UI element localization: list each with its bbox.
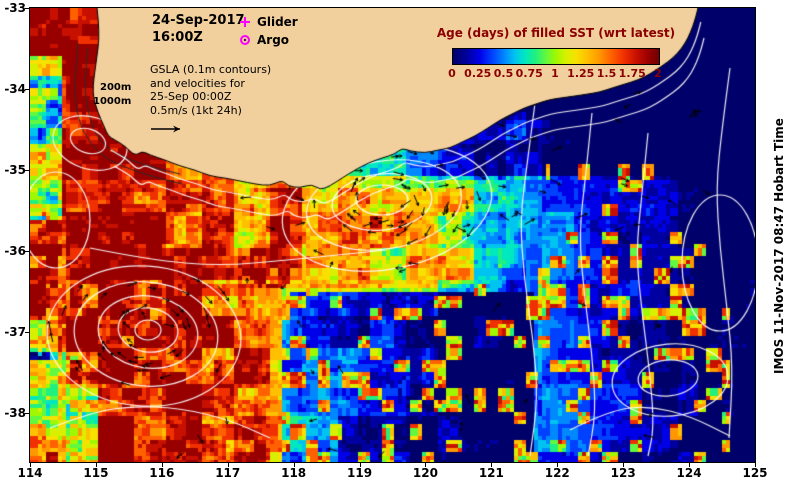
- legend-glider-label: Glider: [257, 15, 298, 29]
- colorbar-tick-label: 0: [448, 67, 456, 80]
- colorbar-tick-label: 0.25: [464, 67, 492, 80]
- colorbar-tick-label: 1.5: [596, 67, 617, 80]
- y-axis-tick-mark: [25, 8, 30, 9]
- x-axis-tick-mark: [95, 462, 97, 467]
- x-axis-tick-label: 115: [83, 466, 109, 480]
- map-date: 24-Sep-2017: [152, 13, 245, 28]
- x-axis-tick-mark: [359, 462, 361, 467]
- x-axis-tick-label: 119: [347, 466, 373, 480]
- x-axis-tick-mark: [293, 462, 295, 467]
- gsla-line4: 0.5m/s (1kt 24h): [150, 103, 242, 117]
- x-axis-tick-mark: [491, 462, 493, 467]
- colorbar-gradient: [452, 48, 660, 65]
- y-axis-tick-label: -33: [4, 1, 26, 15]
- colorbar-title: Age (days) of filled SST (wrt latest): [436, 26, 676, 40]
- x-axis-tick-label: 123: [610, 466, 636, 480]
- x-axis-tick-label: 114: [17, 466, 43, 480]
- argo-marker-icon: [238, 34, 252, 46]
- x-axis-tick-label: 121: [478, 466, 504, 480]
- legend-item-glider: Glider: [238, 13, 298, 31]
- x-axis-tick-label: 118: [281, 466, 307, 480]
- credit-timestamp: IMOS 11-Nov-2017 08:47 Hobart Time: [772, 118, 786, 374]
- gsla-line1: GSLA (0.1m contours): [150, 63, 272, 76]
- x-axis-tick-mark: [161, 462, 163, 467]
- y-axis-tick-mark: [25, 251, 30, 252]
- velocity-scale-arrow-icon: [150, 120, 190, 139]
- gsla-line3: 25-Sep 00:00Z: [150, 90, 232, 103]
- y-axis-tick-label: -36: [4, 244, 26, 258]
- x-axis-tick-label: 124: [676, 466, 702, 480]
- x-axis-tick-label: 122: [544, 466, 570, 480]
- x-axis-tick-mark: [425, 462, 427, 467]
- gsla-annotation: GSLA (0.1m contours) and velocities for …: [150, 63, 271, 117]
- colorbar-tick-label: 1.75: [618, 67, 646, 80]
- map-datetime: 24-Sep-2017 16:00Z: [152, 12, 245, 46]
- x-axis-tick-label: 117: [215, 466, 241, 480]
- y-axis-tick-mark: [25, 170, 30, 171]
- gsla-line2: and velocities for: [150, 76, 245, 90]
- colorbar-tick-label: 0.5: [493, 67, 514, 80]
- map-time: 16:00Z: [152, 30, 203, 45]
- legend: Glider Argo: [238, 13, 298, 49]
- colorbar-tick-label: 0.75: [515, 67, 543, 80]
- y-axis-tick-mark: [25, 89, 30, 90]
- y-axis-tick-mark: [25, 413, 30, 414]
- y-axis-tick-label: -34: [4, 82, 26, 96]
- y-axis-tick-label: -35: [4, 163, 26, 177]
- x-axis-tick-mark: [30, 462, 31, 467]
- x-axis-tick-mark: [557, 462, 559, 467]
- colorbar-tick-label: 1: [551, 67, 559, 80]
- isobath-200m-label: 200m: [100, 82, 132, 93]
- y-axis-tick-label: -38: [4, 406, 26, 420]
- x-axis-tick-mark: [755, 462, 756, 467]
- legend-argo-label: Argo: [257, 33, 290, 47]
- y-axis-tick-label: -37: [4, 325, 26, 339]
- x-axis-tick-label: 125: [742, 466, 768, 480]
- isobath-1000m-label: 1000m: [93, 96, 132, 107]
- colorbar-tick-label: 2: [654, 67, 662, 80]
- x-axis-tick-mark: [227, 462, 229, 467]
- colorbar-tick-label: 1.25: [567, 67, 595, 80]
- sst-age-map-canvas: [30, 8, 755, 462]
- x-axis-tick-label: 116: [149, 466, 175, 480]
- glider-marker-icon: [238, 16, 252, 28]
- legend-item-argo: Argo: [238, 31, 298, 49]
- x-axis-tick-label: 120: [412, 466, 438, 480]
- y-axis-tick-mark: [25, 332, 30, 333]
- colorbar-tick-labels: 0 0.25 0.5 0.75 1 1.25 1.5 1.75 2: [448, 67, 662, 81]
- x-axis-tick-mark: [689, 462, 691, 467]
- x-axis-tick-mark: [623, 462, 625, 467]
